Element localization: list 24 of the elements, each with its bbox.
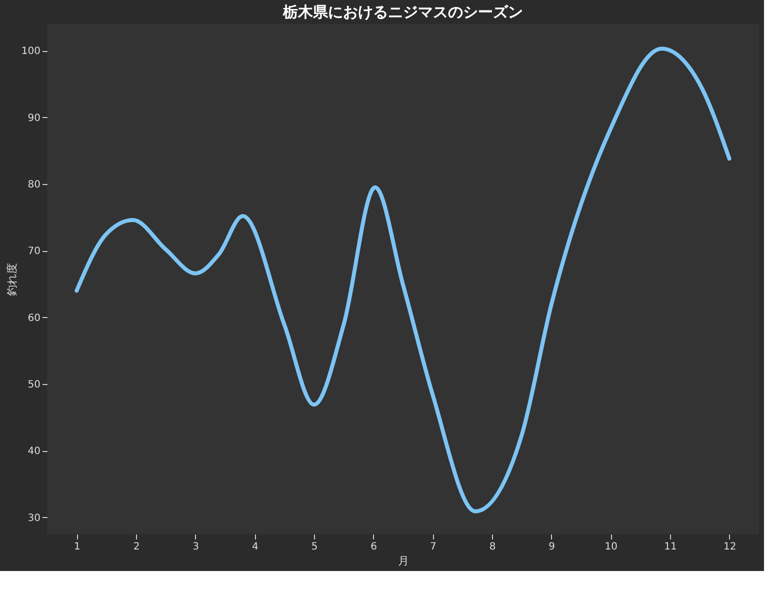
y-tick-label: 70	[28, 246, 40, 258]
y-tick-label: 90	[28, 112, 40, 124]
y-axis-title: 釣れ度	[5, 263, 18, 296]
x-tick-label: 2	[133, 542, 140, 552]
chart-title: 栃木県におけるニジマスのシーズン	[282, 3, 523, 21]
x-tick-label: 8	[489, 542, 496, 552]
x-tick-label: 6	[370, 542, 378, 552]
x-tick-label: 4	[252, 542, 258, 552]
x-tick-label: 12	[723, 542, 736, 552]
y-tick-label: 40	[28, 446, 40, 458]
x-tick-label: 7	[430, 542, 436, 552]
x-tick-label: 11	[664, 542, 677, 552]
y-tick-label: 80	[28, 180, 40, 190]
y-tick-label: 50	[28, 380, 40, 390]
x-tick-label: 1	[74, 542, 80, 552]
line-series	[74, 46, 732, 514]
x-tick-label: 3	[192, 542, 200, 552]
x-axis-title: 月	[398, 554, 409, 568]
y-tick-label: 100	[21, 46, 40, 58]
y-tick-label: 30	[28, 512, 40, 524]
x-tick-label: 9	[548, 542, 556, 552]
x-tick-label: 10	[604, 542, 618, 552]
x-tick-label: 5	[311, 542, 318, 552]
y-tick-label: 60	[28, 312, 40, 324]
